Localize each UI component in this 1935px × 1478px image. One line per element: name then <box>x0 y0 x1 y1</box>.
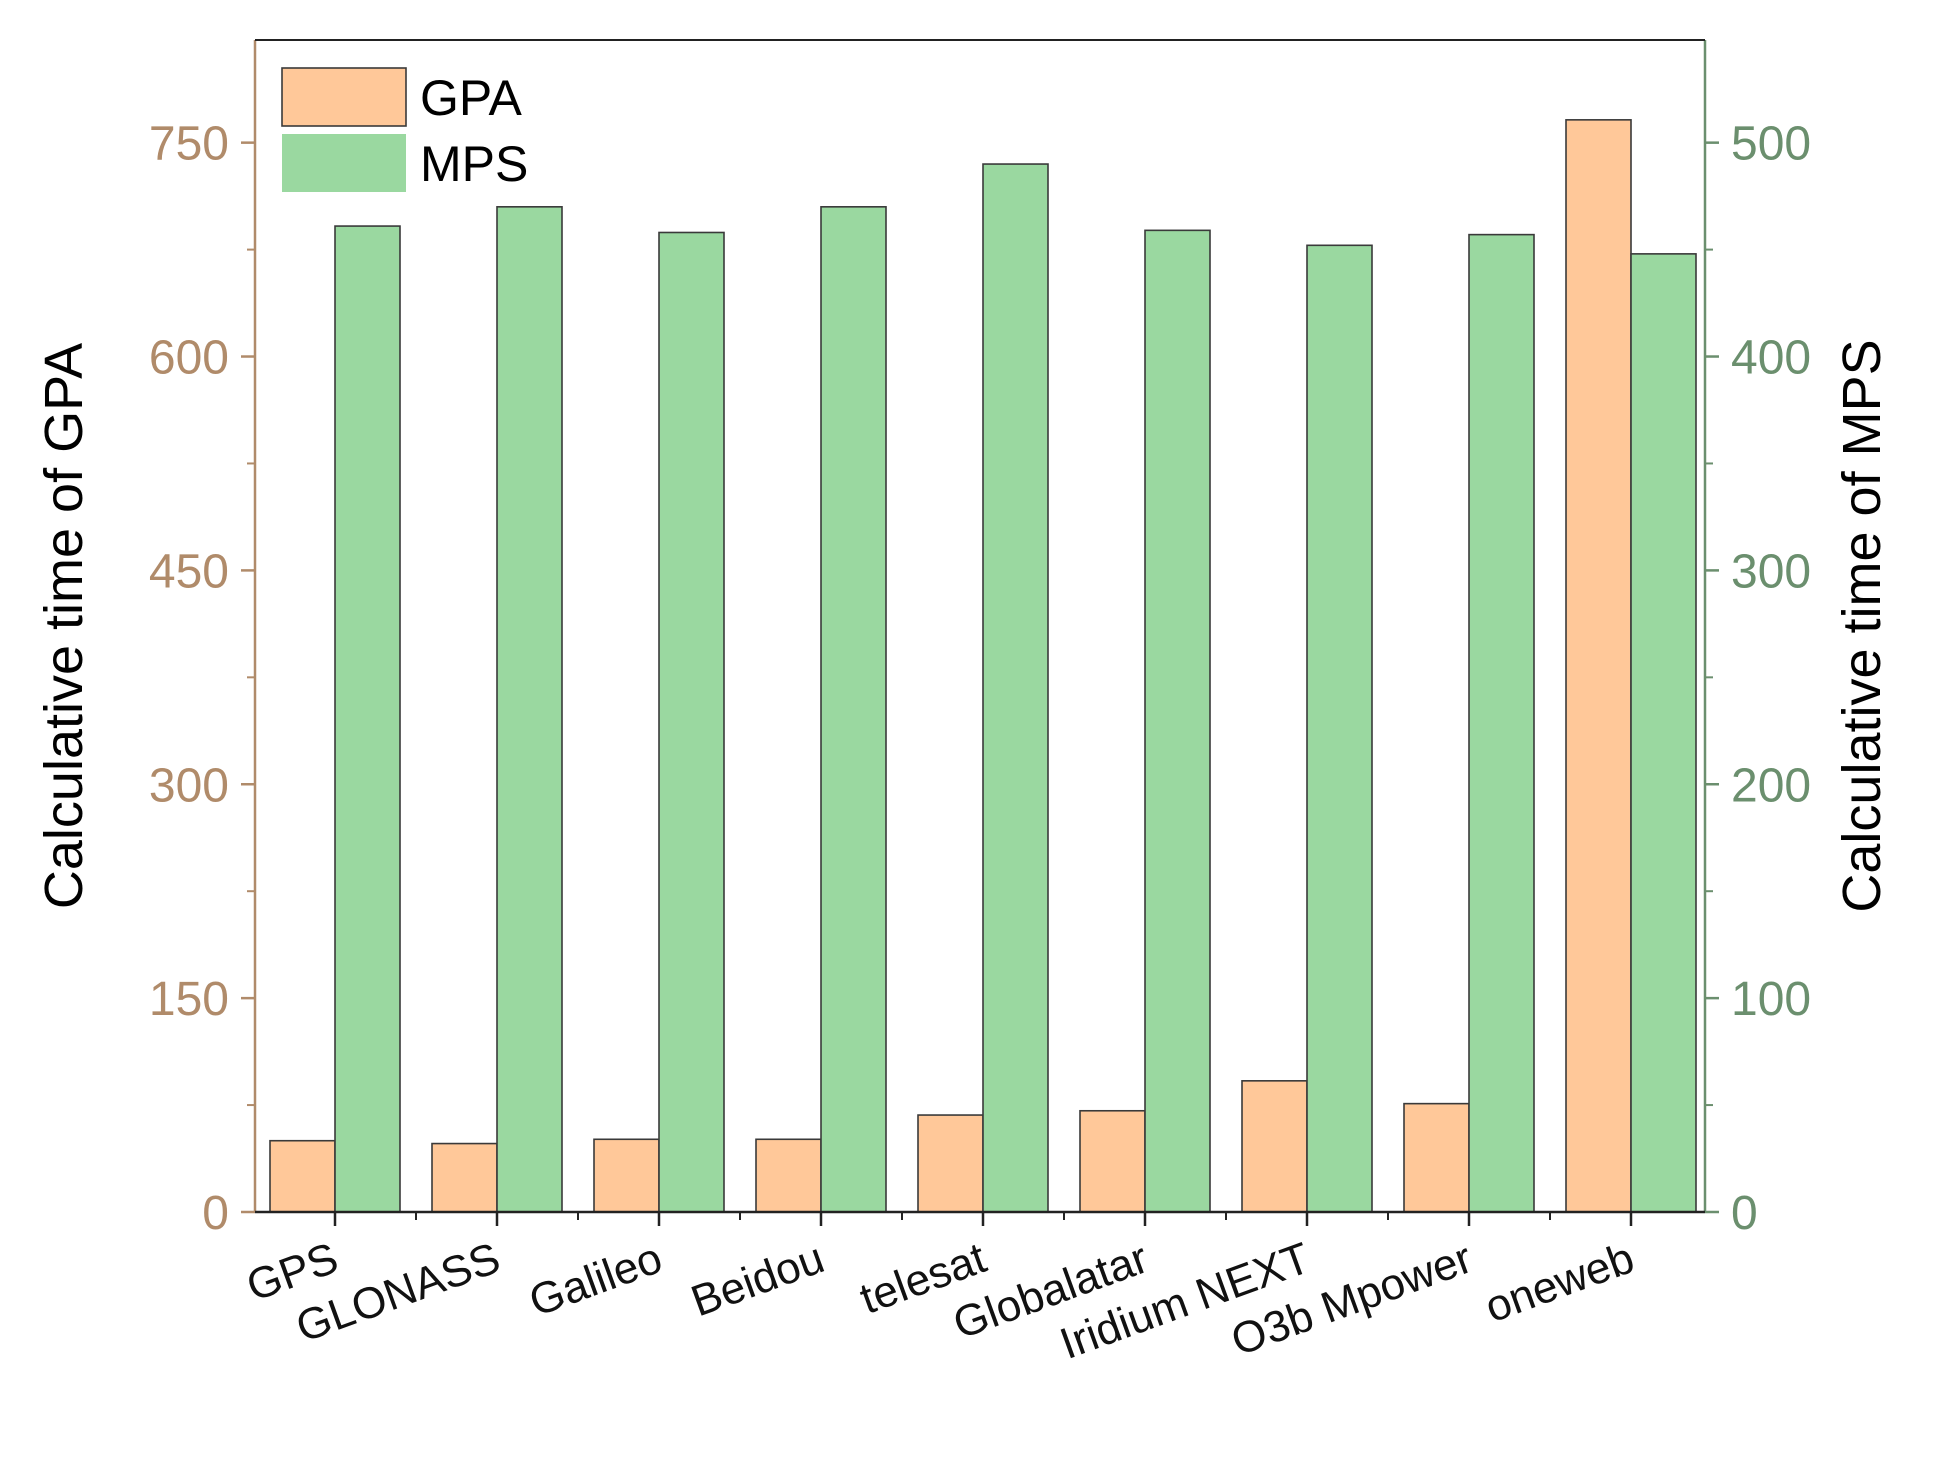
left-tick-label: 600 <box>149 332 229 385</box>
left-tick-label: 750 <box>149 118 229 171</box>
legend-label-gpa: GPA <box>420 70 523 126</box>
bar-gpa-globalatar <box>1079 1109 1146 1213</box>
bars-layer <box>269 119 1697 1213</box>
left-tick-label: 450 <box>149 545 229 598</box>
x-tick-label: Beidou <box>685 1233 831 1326</box>
legend-label-mps: MPS <box>420 136 528 192</box>
bar-mps-iridium-next <box>1306 244 1373 1213</box>
x-tick-label: oneweb <box>1479 1233 1641 1332</box>
right-tick-label: 200 <box>1731 759 1811 812</box>
bar-gpa-galileo <box>593 1138 660 1213</box>
left-tick-label: 150 <box>149 973 229 1026</box>
left-tick-label: 0 <box>202 1187 229 1240</box>
right-tick-label: 400 <box>1731 332 1811 385</box>
bar-mps-oneweb <box>1630 253 1697 1213</box>
bar-mps-glonass <box>496 206 563 1213</box>
bar-mps-o3b-mpower <box>1468 233 1535 1213</box>
bar-gpa-glonass <box>431 1142 498 1213</box>
legend-swatch-mps <box>282 134 406 192</box>
left-axis-title: Calculative time of GPA <box>34 343 94 909</box>
legend: GPA MPS <box>281 67 528 192</box>
bar-mps-beidou <box>820 206 887 1213</box>
bar-mps-globalatar <box>1144 229 1211 1213</box>
legend-swatch-gpa <box>281 67 407 127</box>
right-tick-label: 100 <box>1731 973 1811 1026</box>
bar-mps-gps <box>334 225 401 1213</box>
bar-gpa-gps <box>269 1139 336 1213</box>
right-tick-label: 300 <box>1731 545 1811 598</box>
bar-gpa-oneweb <box>1565 119 1632 1213</box>
bar-gpa-o3b-mpower <box>1403 1102 1470 1213</box>
right-tick-label: 0 <box>1731 1187 1758 1240</box>
bar-mps-galileo <box>658 231 725 1213</box>
x-tick-label: Galileo <box>523 1233 668 1326</box>
bar-mps-telesat <box>982 163 1049 1213</box>
right-axis-title: Calculative time of MPS <box>1832 339 1892 912</box>
left-tick-label: 300 <box>149 759 229 812</box>
bar-gpa-telesat <box>917 1114 984 1213</box>
bar-gpa-iridium-next <box>1241 1080 1308 1213</box>
right-tick-label: 500 <box>1731 118 1811 171</box>
bar-gpa-beidou <box>755 1138 822 1213</box>
